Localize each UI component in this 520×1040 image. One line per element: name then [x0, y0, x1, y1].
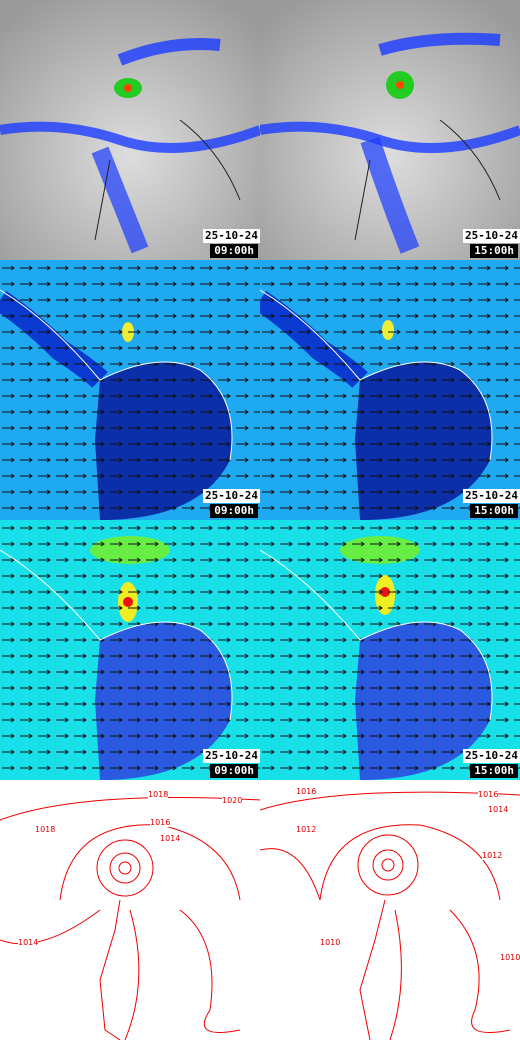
isobar-label: 1010	[500, 953, 520, 962]
panel-stamp: 25-10-24 15:00h	[260, 520, 520, 780]
panel-stamp: 25-10-24 15:00h	[260, 0, 520, 260]
isobar-label: 1020	[222, 796, 243, 805]
time-label: 09:00h	[210, 504, 258, 518]
isobar-label: 1016	[478, 790, 499, 799]
isobar-label: 1012	[482, 851, 503, 860]
wind-panel	[260, 260, 520, 520]
satellite-panel	[0, 0, 260, 260]
time-label: 15:00h	[470, 764, 518, 778]
date-label: 25-10-24	[203, 229, 260, 243]
isobar-label: 1018	[35, 825, 56, 834]
isobar-label: 1016	[296, 787, 317, 796]
isobar-panel	[260, 780, 520, 1040]
date-label: 25-10-24	[463, 229, 520, 243]
time-label: 09:00h	[210, 764, 258, 778]
time-label: 15:00h	[470, 244, 518, 258]
isobar-label: 1016	[150, 818, 171, 827]
wind-panel	[0, 260, 260, 520]
panel-stamp: 25-10-24 09:00h	[0, 0, 260, 260]
date-label: 25-10-24	[203, 489, 260, 503]
wind-panel	[260, 520, 520, 780]
time-label: 09:00h	[210, 244, 258, 258]
date-label: 25-10-24	[203, 749, 260, 763]
isobar-label: 1014	[160, 834, 181, 843]
wind-panel	[0, 520, 260, 780]
isobar-panel	[0, 780, 260, 1040]
isobar-label: 1014	[18, 938, 39, 947]
time-label: 15:00h	[470, 504, 518, 518]
panel-stamp: 25-10-24 09:00h	[0, 260, 260, 520]
date-label: 25-10-24	[463, 749, 520, 763]
isobar-label: 1018	[148, 790, 169, 799]
isobar-label: 1010	[320, 938, 341, 947]
panel-stamp: 25-10-24 09:00h	[0, 520, 260, 780]
satellite-panel	[260, 0, 520, 260]
isobar-label: 1014	[488, 805, 509, 814]
isobar-label: 1012	[296, 825, 317, 834]
panel-stamp: 25-10-24 15:00h	[260, 260, 520, 520]
date-label: 25-10-24	[463, 489, 520, 503]
